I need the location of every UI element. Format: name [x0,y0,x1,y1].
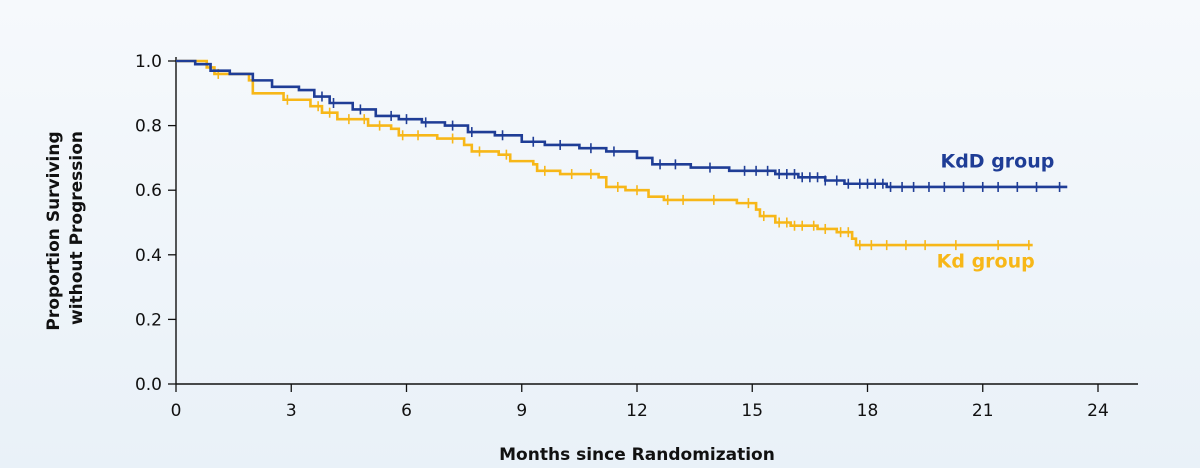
x-axis-title: Months since Randomization [499,445,775,465]
y-ticks: 0.0 0.2 0.4 0.6 0.8 1.0 [135,52,176,395]
x-tick-label: 3 [286,401,297,421]
y-tick-label: 1.0 [135,52,162,72]
y-axis-title-line-1: Proportion Surviving [44,131,64,330]
x-tick-label: 0 [171,401,182,421]
survival-curve [176,59,1033,247]
axes: 0.0 0.2 0.4 0.6 0.8 1.0 0 3 6 9 12 15 18 21 24 [135,52,1138,421]
y-axis-title-line-2: without Progression [67,131,87,325]
x-tick-label: 12 [626,401,648,421]
x-tick-label: 15 [741,401,763,421]
series-labels: KdD group Kd group [937,151,1055,273]
x-ticks: 0 3 6 9 12 15 18 21 24 [171,384,1109,421]
x-tick-label: 21 [972,401,994,421]
y-tick-label: 0.4 [135,246,162,266]
y-axis-title: Proportion Surviving without Progression [44,125,87,330]
x-tick-label: 18 [857,401,879,421]
survival-curve [176,59,1068,189]
x-tick-label: 6 [401,401,412,421]
y-tick-label: 0.0 [135,375,162,395]
x-tick-label: 24 [1087,401,1109,421]
series-kd-group [176,59,1033,251]
y-tick-label: 0.8 [135,117,162,137]
series-kdd-group [176,59,1068,192]
y-tick-label: 0.6 [135,181,162,201]
x-tick-label: 9 [516,401,527,421]
series-label: KdD group [940,151,1054,173]
series-layer [176,59,1068,251]
y-tick-label: 0.2 [135,310,162,330]
series-label: Kd group [937,251,1035,273]
